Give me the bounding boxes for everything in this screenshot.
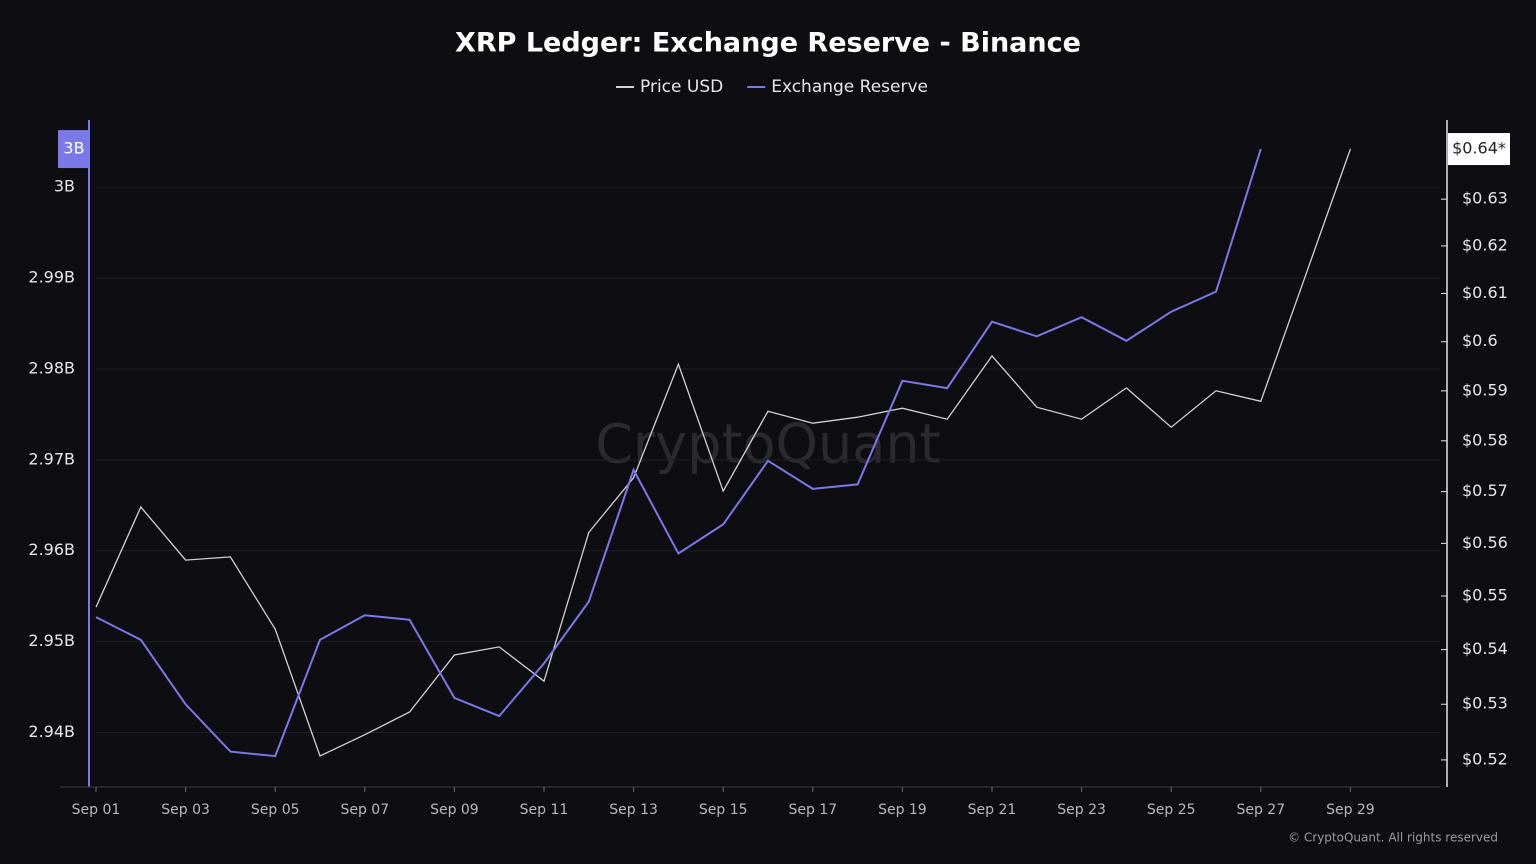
y-tick-label: 2.94B [28,722,75,741]
x-tick-label: Sep 03 [161,802,210,818]
x-tick-label: Sep 15 [699,802,748,818]
y-tick-label: 2.97B [28,449,75,468]
y2-tick-label: $0.53 [1462,694,1508,713]
series-line [95,148,1262,758]
price-flag-label: $0.64* [1452,139,1506,158]
reserve-flag-label: 3B [63,139,84,158]
legend-label: Price USD [640,77,723,97]
x-tick-label: Sep 17 [788,802,837,818]
y2-tick-label: $0.55 [1462,585,1508,604]
y2-tick-label: $0.54 [1462,639,1508,658]
y-tick-label: 2.98B [28,358,75,377]
x-tick-label: Sep 05 [251,802,300,818]
footer: © CryptoQuant. All rights reserved [1288,831,1498,845]
y2-tick-label: $0.56 [1462,533,1508,552]
x-tick-label: Sep 25 [1147,802,1196,818]
x-tick-label: Sep 11 [520,802,569,818]
x-tick-label: Sep 21 [968,802,1017,818]
y2-tick-label: $0.58 [1462,430,1508,449]
price-flag [1448,133,1510,166]
y-tick-label: 2.95B [28,631,75,650]
series-line [95,148,1352,757]
x-tick-label: Sep 29 [1326,802,1375,818]
y2-tick-label: $0.62 [1462,235,1508,254]
legend-label: Exchange Reserve [771,77,928,97]
y2-tick-label: $0.57 [1462,481,1508,500]
reserve-flag [58,130,89,169]
x-tick-label: Sep 23 [1057,802,1106,818]
y2-tick-label: $0.59 [1462,380,1508,399]
y2-tick-label: $0.52 [1462,749,1508,768]
x-tick-label: Sep 09 [430,802,479,818]
y2-tick-label: $0.6 [1462,331,1498,350]
x-tick-label: Sep 27 [1236,802,1285,818]
y2-tick-label: $0.61 [1462,283,1508,302]
y-tick-label: 3B [54,177,75,196]
y-tick-label: 2.99B [28,268,75,287]
chart-title: XRP Ledger: Exchange Reserve - Binance [455,28,1081,59]
y2-tick-label: $0.63 [1462,189,1508,208]
x-tick-label: Sep 19 [878,802,927,818]
x-tick-label: Sep 13 [609,802,658,818]
y-tick-label: 2.96B [28,540,75,559]
x-tick-label: Sep 07 [340,802,389,818]
x-tick-label: Sep 01 [72,802,121,818]
